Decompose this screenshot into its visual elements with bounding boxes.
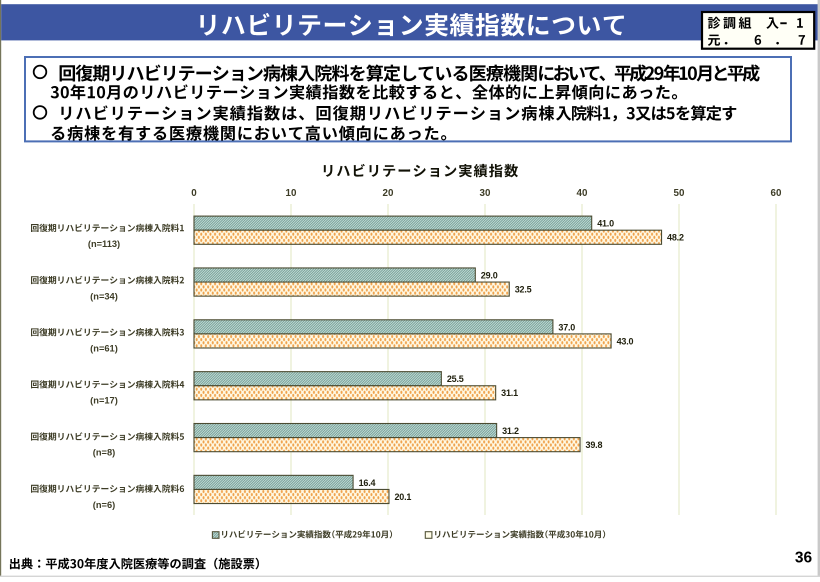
svg-text:31.1: 31.1: [501, 388, 518, 398]
svg-text:25.5: 25.5: [447, 374, 464, 384]
svg-text:40: 40: [577, 188, 588, 199]
svg-text:0: 0: [191, 188, 197, 199]
svg-text:29.0: 29.0: [481, 270, 498, 280]
svg-text:10: 10: [286, 188, 297, 199]
svg-text:43.0: 43.0: [617, 336, 634, 346]
svg-text:41.0: 41.0: [597, 219, 614, 229]
svg-text:(n=61): (n=61): [90, 343, 118, 353]
svg-text:20: 20: [383, 188, 394, 199]
svg-text:50: 50: [674, 188, 685, 199]
svg-text:20.1: 20.1: [394, 492, 411, 502]
svg-text:60: 60: [771, 188, 782, 199]
svg-text:16.4: 16.4: [359, 478, 376, 488]
svg-text:31.2: 31.2: [502, 426, 519, 436]
svg-text:32.5: 32.5: [515, 285, 532, 295]
svg-text:(n=34): (n=34): [90, 291, 118, 301]
svg-text:(n=113): (n=113): [88, 239, 120, 249]
svg-text:48.2: 48.2: [667, 233, 684, 243]
svg-text:39.8: 39.8: [586, 440, 603, 450]
svg-text:37.0: 37.0: [558, 322, 575, 332]
svg-text:36: 36: [795, 550, 813, 567]
svg-text:(n=8): (n=8): [93, 448, 115, 458]
svg-text:30: 30: [480, 188, 491, 199]
svg-text:(n=6): (n=6): [93, 500, 115, 510]
svg-text:(n=17): (n=17): [90, 396, 118, 406]
